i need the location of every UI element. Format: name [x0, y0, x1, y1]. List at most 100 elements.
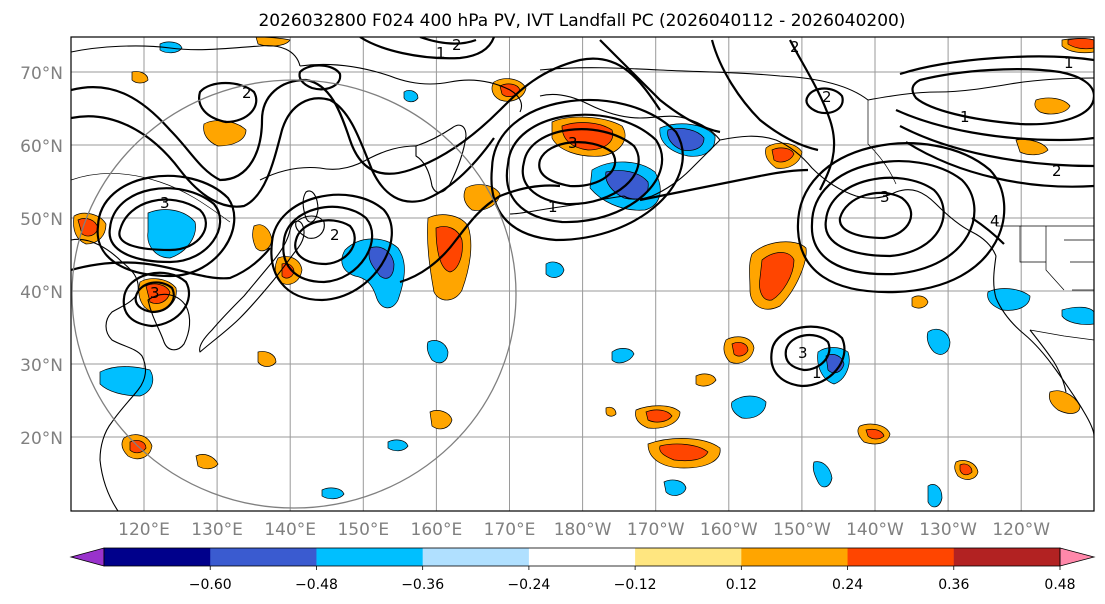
coast-bc: [895, 189, 997, 257]
neg-anomaly-kamchatka-left: [147, 209, 196, 259]
colorbar-outline: [103, 547, 1061, 567]
coastlines: [71, 45, 1094, 511]
contour-arctic-loop-3: [599, 39, 721, 134]
lon-label-5: 170°E: [484, 520, 536, 540]
coast-hokkaido: [295, 215, 325, 239]
colorbar-segment-5: [635, 548, 742, 566]
coast-korea: [147, 293, 191, 351]
lat-label-20n: 20°N: [20, 429, 63, 449]
figure-title: 2026032800 F024 400 hPa PV, IVT Landfall…: [258, 11, 905, 31]
contour-label-4: 2: [822, 88, 832, 106]
neg-anomaly-hawaii-core: [825, 354, 845, 374]
contour-arctic-high-4: [899, 125, 1094, 168]
neg-anomaly-baja: [1061, 306, 1094, 325]
borders: [71, 100, 1094, 341]
contour-korea-low-1: [134, 281, 175, 314]
colorbar-label-8: 0.48: [1044, 577, 1075, 593]
contour-arctic-small: [805, 87, 844, 115]
contour-label-8: 1: [960, 108, 970, 126]
pos-anomaly-small-d: [695, 373, 717, 387]
longitude-labels: 120°E 130°E 140°E 150°E 160°E 170°E 180°W 170°W…: [118, 520, 1050, 540]
coast-gulf-alaska: [719, 135, 897, 199]
contour-label-3: 2: [790, 38, 800, 56]
colorbar-label-2: −0.36: [401, 577, 444, 593]
contour-bering-low-2: [521, 128, 640, 206]
contour-label-1: 2: [452, 36, 462, 54]
pos-anomaly-small-a: [429, 410, 453, 430]
contour-north-top: [359, 37, 496, 60]
contour-labels: 2 2 2 2 2 1 1 1 3 3 3 3 3 1 4 1 2: [150, 36, 1074, 382]
colorbar-segment-1: [210, 548, 317, 566]
contour-zonal-south-2: [639, 168, 809, 202]
contour-sea-okhotsk-loop-1: [118, 198, 207, 252]
coast-kamchatka: [415, 124, 467, 194]
colorbar-segment-2: [316, 548, 424, 566]
border-us-state-1: [1045, 226, 1065, 291]
lat-label-70n: 70°N: [20, 64, 63, 84]
contour-siberia-loop: [198, 82, 258, 124]
lon-label-9: 150°W: [773, 520, 831, 540]
contour-label-12: 3: [798, 344, 808, 362]
contour-gulf-alaska-trough-2: [824, 176, 945, 258]
neg-anomaly-west-coast: [987, 288, 1031, 311]
contour-label-5: 2: [330, 226, 340, 244]
contour-north-wave: [71, 57, 661, 182]
lon-label-11: 130°W: [919, 520, 977, 540]
lat-label-30n: 30°N: [20, 356, 63, 376]
colorbar-segment-3: [422, 548, 530, 566]
latitude-labels: 70°N 60°N 50°N 40°N 30°N 20°N: [20, 64, 63, 449]
contour-arctic-high-2: [899, 55, 1094, 76]
colorbar-label-5: 0.12: [726, 577, 757, 593]
neg-anomaly-small-2: [545, 261, 565, 278]
contour-label-6: 1: [436, 44, 446, 62]
colorbar-segment-6: [741, 548, 849, 566]
colorbar-extend-high: [1059, 547, 1096, 567]
coast-japan: [199, 220, 305, 353]
colorbar: −0.60 −0.48 −0.36 −0.24 −0.12 0.12 0.24 0.36 0.4…: [69, 547, 1096, 593]
pos-anomaly-yellow-sea-core: [145, 283, 171, 304]
contour-bering-low-4: [490, 98, 684, 242]
contour-label-2: 2: [242, 84, 252, 102]
lon-label-4: 160°E: [411, 520, 463, 540]
coast-baja: [1029, 329, 1067, 393]
colorbar-extend-low: [69, 547, 105, 567]
pos-anomaly-arctic-2-core: [1067, 38, 1094, 50]
pos-anomaly-small-g: [131, 71, 149, 84]
contour-label-17: 2: [1052, 162, 1062, 180]
neg-anomaly-small-10: [403, 90, 419, 103]
border-us-state-3: [1064, 239, 1094, 291]
contour-sea-okhotsk-loop-3: [96, 174, 236, 278]
coast-alaska-west: [539, 93, 721, 141]
contour-sea-okhotsk-loop-2: [108, 187, 222, 264]
lon-label-3: 150°E: [337, 520, 389, 540]
contour-subtropical-cutoff-1: [784, 333, 831, 372]
contour-subtropical-cutoff-2: [770, 325, 846, 388]
coast-siberia-north: [71, 45, 301, 67]
lon-label-12: 120°W: [992, 520, 1050, 540]
coast-alaska-north: [539, 67, 869, 101]
coast-us-west: [993, 255, 1094, 437]
neg-anomaly-small-6: [663, 479, 687, 496]
colorbar-segment-7: [847, 548, 955, 566]
contour-label-14: 1: [812, 364, 822, 382]
pos-anomaly-hawaii-core: [659, 443, 709, 462]
colorbar-label-4: −0.12: [614, 577, 657, 593]
lon-label-0: 120°E: [118, 520, 170, 540]
contour-arctic-loop: [789, 39, 836, 191]
contour-label-13: 3: [150, 284, 160, 302]
colorbar-segment-0: [104, 548, 211, 566]
lon-label-6: 180°W: [554, 520, 612, 540]
lat-label-60n: 60°N: [20, 137, 63, 157]
colorbar-label-1: −0.48: [295, 577, 338, 593]
lon-label-2: 140°E: [264, 520, 316, 540]
colorbar-label-0: −0.60: [189, 577, 232, 593]
neg-anomaly-mexico: [926, 328, 951, 355]
contour-label-7: 1: [1064, 54, 1074, 72]
lat-label-50n: 50°N: [20, 210, 63, 230]
contour-gulf-alaska-trough-1: [838, 191, 913, 240]
neg-anomaly-small-3: [611, 348, 635, 364]
contour-arctic-loop-2: [710, 39, 819, 152]
pv-contours: [71, 37, 1094, 388]
lon-label-7: 170°W: [627, 520, 685, 540]
contour-arctic-high: [911, 68, 1094, 126]
